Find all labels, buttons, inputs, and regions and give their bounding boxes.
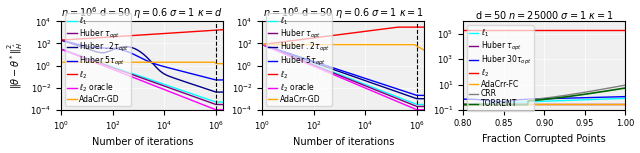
X-axis label: Number of iterations: Number of iterations [92,137,193,147]
X-axis label: Number of iterations: Number of iterations [292,137,394,147]
Title: $n=10^6$ d$=50$ $\eta=0.6$ $\sigma=1$ $\kappa=d$: $n=10^6$ d$=50$ $\eta=0.6$ $\sigma=1$ $\… [61,6,223,21]
Legend: $\ell_1$, Huber $\tau_{opt}$, Huber $.2\tau_{opt}$, Huber $5\tau_{opt}$, $\ell_2: $\ell_1$, Huber $\tau_{opt}$, Huber $.2\… [65,13,131,106]
Legend: $\ell_1$, Huber $\tau_{opt}$, Huber $30\tau_{opt}$, $\ell_2$, AdaCrr-FC, CRR, TO: $\ell_1$, Huber $\tau_{opt}$, Huber $30\… [467,25,534,110]
Title: $n=10^6$ d$=50$ $\eta=0.6$ $\sigma=1$ $\kappa=1$: $n=10^6$ d$=50$ $\eta=0.6$ $\sigma=1$ $\… [262,6,424,21]
Y-axis label: $\|\theta-\theta^*\|^2_{\hat{H}}$: $\|\theta-\theta^*\|^2_{\hat{H}}$ [6,42,25,90]
Legend: $\ell_1$, Huber $\tau_{opt}$, Huber $.2\tau_{opt}$, Huber $5\tau_{opt}$, $\ell_2: $\ell_1$, Huber $\tau_{opt}$, Huber $.2\… [266,13,332,106]
Title: d$=50$ $n=25000$ $\sigma=1$ $\kappa=1$: d$=50$ $n=25000$ $\sigma=1$ $\kappa=1$ [475,9,613,21]
X-axis label: Fraction Corrupted Points: Fraction Corrupted Points [483,134,606,144]
